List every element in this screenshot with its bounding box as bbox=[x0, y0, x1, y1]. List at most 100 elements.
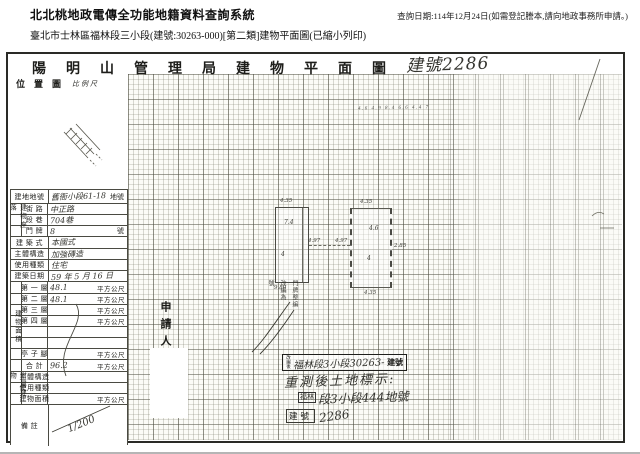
table-row: 建地地號 舊衙小段61-18 地號 bbox=[11, 190, 127, 204]
floorplan-rect-first-floor bbox=[275, 207, 309, 283]
field-label: 主體構造 bbox=[11, 249, 49, 259]
field-value-cell: 住宅 bbox=[49, 260, 127, 270]
field-value-cell: 1/200 bbox=[49, 405, 127, 446]
field-value-cell: 本國式 bbox=[49, 237, 127, 248]
handwritten-scale-value: 1/200 bbox=[65, 414, 97, 435]
stamp-column: 號 bbox=[267, 280, 273, 287]
field-value-cell: 48.1 平方公尺 bbox=[48, 294, 127, 304]
field-label: 建築日期 bbox=[11, 271, 49, 281]
handwritten-value: 96.2 bbox=[49, 360, 68, 371]
plan-annotation: 4 bbox=[281, 251, 285, 258]
handwritten-value: 加強磚造 bbox=[50, 249, 84, 260]
table-row-remarks: 備 註 1/200 bbox=[11, 405, 127, 446]
stamp-suffix: 建號 bbox=[387, 358, 404, 367]
field-value-cell bbox=[48, 338, 127, 348]
field-label: 使用種類 bbox=[19, 383, 50, 393]
unit-label: 平方公尺 bbox=[97, 363, 125, 371]
group-label-site: 建物座落 bbox=[8, 204, 26, 230]
table-row: 主體構造 bbox=[11, 372, 127, 383]
table-row bbox=[11, 327, 127, 338]
group-spacer bbox=[11, 338, 22, 348]
handwritten-value: 住宅 bbox=[50, 260, 68, 270]
table-row: 建 築 式 本國式 bbox=[11, 237, 127, 249]
field-label: 備 註 bbox=[11, 405, 49, 446]
applicant-label: 申請人 bbox=[159, 301, 171, 352]
doorplate-renumber-stamp: 門牌整編 改編為 號 bbox=[257, 280, 299, 356]
boxed-section-name: 福林 bbox=[298, 391, 316, 404]
field-value-cell: 平方公尺 bbox=[48, 305, 127, 315]
field-suffix: 地號 bbox=[110, 192, 124, 201]
table-row: 主體構造 加強磚造 bbox=[11, 249, 127, 260]
redacted-white-box bbox=[150, 348, 188, 418]
location-map-sketch bbox=[63, 123, 103, 167]
unit-label: 平方公尺 bbox=[97, 397, 125, 404]
query-date: 查詢日期:114年12月24日(如需登記謄本,請向地政事務所申請。) bbox=[397, 11, 628, 21]
field-label: 第 三 層 bbox=[21, 305, 48, 315]
building-attribute-table: 建地地號 舊衙小段61-18 地號 街 路 中正路 段 巷 704巷 門 牌 bbox=[8, 189, 128, 446]
field-label: 建 築 式 bbox=[11, 237, 49, 248]
unit-label: 平方公尺 bbox=[97, 297, 125, 304]
table-row: 段 巷 704巷 bbox=[11, 215, 127, 226]
group-spacer bbox=[11, 327, 22, 337]
handwritten-value: 48.1 bbox=[49, 282, 68, 293]
handwritten-value: 中正路 bbox=[49, 204, 75, 214]
table-row: 建築日期 59 年 5 月 16 日 bbox=[11, 271, 127, 282]
field-value-cell: 平方公尺 bbox=[48, 349, 127, 359]
field-value-cell: 中正路 bbox=[48, 204, 127, 214]
system-title: 北北桃地政電傳全功能地籍資料查詢系統 bbox=[30, 8, 256, 22]
unit-label: 平方公尺 bbox=[97, 285, 125, 293]
field-label bbox=[22, 338, 48, 348]
unit-label: 平方公尺 bbox=[97, 308, 125, 315]
field-value-cell: 96.2 平方公尺 bbox=[48, 360, 127, 371]
field-value-cell bbox=[48, 327, 127, 337]
sheet-title-handwritten-building-no: 建號2286 bbox=[405, 53, 490, 77]
dimension-label: 2.85 bbox=[394, 243, 407, 249]
group-spacer bbox=[11, 372, 22, 382]
sheet-title: 陽明山管理局建物平面圖 bbox=[32, 62, 406, 77]
field-value-cell: 8 號 bbox=[48, 226, 127, 236]
plan-annotation: 7.4 bbox=[284, 219, 294, 226]
floorplan-connector-dashed-line bbox=[309, 245, 350, 246]
field-value-cell bbox=[48, 372, 127, 382]
group-spacer bbox=[11, 226, 22, 236]
scanned-floorplan-sheet: 陽明山管理局建物平面圖 建號2286 位置圖 比例尺 建地地號 舊衙小段61-1… bbox=[6, 52, 625, 446]
handwritten-value: 48.1 bbox=[49, 294, 68, 304]
handwritten-value: 59 年 5 月 16 日 bbox=[50, 271, 114, 282]
building-no-label: 建號 bbox=[286, 409, 316, 423]
handwritten-value: 舊衙小段61-18 bbox=[50, 191, 107, 202]
field-value-cell: 48.1 平方公尺 bbox=[48, 282, 127, 293]
stamp-prefix: 改編後 bbox=[286, 355, 292, 369]
table-row: 合 計 96.2 平方公尺 bbox=[11, 360, 127, 372]
remeasure-note-building-no: 建號 2286 bbox=[286, 407, 350, 425]
dimension-label: 4.97 bbox=[308, 238, 321, 244]
field-label: 建地地號 bbox=[11, 190, 49, 203]
dimension-label: 4.35 bbox=[360, 199, 373, 205]
group-spacer bbox=[11, 294, 22, 304]
field-label: 建物面積 bbox=[19, 394, 50, 404]
field-label: 合 計 bbox=[22, 360, 48, 371]
field-value-cell: 704巷 bbox=[48, 215, 127, 225]
table-row: 第 一 層 48.1 平方公尺 bbox=[11, 282, 127, 294]
table-row: 第 三 層 平方公尺 bbox=[11, 305, 127, 316]
field-label: 段 巷 bbox=[22, 215, 48, 225]
building-renumber-stamp-box: 改編後 福林段3小段30263- 建號 bbox=[282, 354, 408, 372]
group-spacer bbox=[11, 360, 22, 371]
field-label: 第 二 層 bbox=[21, 294, 48, 304]
group-spacer bbox=[11, 215, 22, 225]
field-suffix: 號 bbox=[117, 227, 124, 235]
group-spacer bbox=[11, 394, 22, 404]
group-spacer bbox=[11, 282, 22, 293]
table-row: 街 路 中正路 bbox=[11, 204, 127, 215]
handwritten-value: 8 bbox=[49, 226, 56, 236]
field-label: 使用種類 bbox=[11, 260, 49, 270]
field-label: 第 一 層 bbox=[21, 282, 48, 293]
stamp-column: 改編為 bbox=[279, 280, 285, 301]
field-value-cell: 舊衙小段61-18 地號 bbox=[49, 190, 127, 203]
scale-label: 比例尺 bbox=[72, 80, 99, 88]
group-spacer bbox=[11, 316, 22, 326]
plan-annotation: 4.6 bbox=[369, 225, 379, 232]
table-row: 第 二 層 48.1 平方公尺 bbox=[11, 294, 127, 305]
field-label: 門 牌 bbox=[22, 226, 48, 236]
floorplan-rect-second-floor bbox=[350, 208, 392, 288]
